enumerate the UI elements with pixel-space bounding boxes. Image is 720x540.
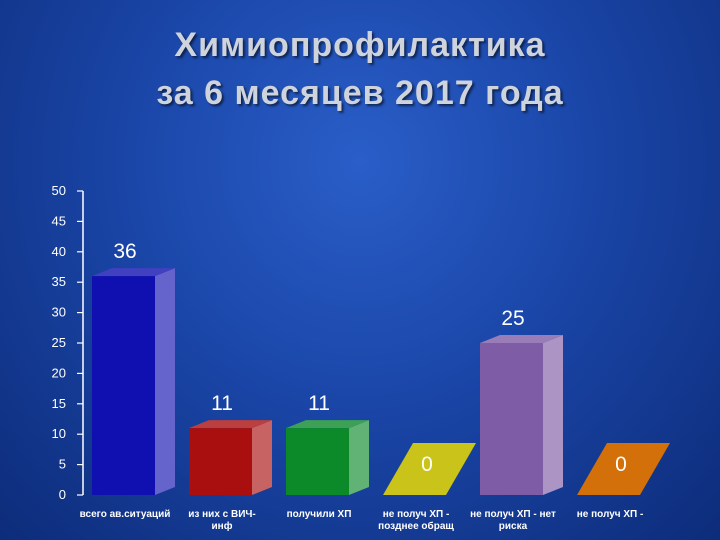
data-label: 11	[308, 392, 330, 415]
y-tick-label: 5	[59, 457, 66, 472]
bar	[92, 276, 155, 495]
data-label: 25	[501, 307, 524, 330]
y-tick-label: 20	[52, 365, 66, 380]
y-tick-label: 35	[52, 274, 66, 289]
bar-side	[252, 420, 272, 495]
x-category-label: из них с ВИЧ-	[188, 509, 256, 520]
bar	[480, 343, 543, 495]
x-category-label: получили ХП	[287, 509, 352, 520]
bar	[383, 443, 476, 495]
bar	[286, 428, 349, 495]
bar-top	[92, 268, 175, 277]
bar-side	[155, 268, 175, 495]
y-tick-label: 15	[52, 396, 66, 411]
chart-title-line-1: Химиопрофилактика	[174, 26, 546, 64]
data-label: 11	[211, 392, 233, 415]
x-category-label: инф	[212, 520, 233, 532]
x-category-label: не получ ХП - нет	[470, 509, 556, 520]
data-label: 0	[615, 453, 627, 476]
bar-side	[349, 420, 369, 495]
data-label: 36	[113, 240, 136, 263]
y-tick-label: 40	[52, 244, 66, 259]
bar-top	[286, 420, 369, 429]
y-tick-label: 25	[52, 335, 66, 350]
data-label: 0	[421, 453, 433, 476]
y-tick-label: 50	[52, 183, 66, 198]
y-tick-label: 10	[52, 426, 66, 441]
bar-top	[480, 335, 563, 343]
x-category-label: риска	[499, 521, 528, 532]
x-category-label: не получ ХП -	[577, 509, 644, 520]
bar	[577, 443, 670, 495]
y-tick-label: 45	[52, 213, 66, 228]
y-tick-label: 30	[52, 305, 66, 320]
bar-top	[189, 420, 272, 429]
bar-side	[543, 335, 563, 495]
x-category-label: не получ ХП -	[383, 509, 450, 520]
x-category-label: позднее обращ	[378, 520, 454, 532]
y-tick-label: 0	[59, 487, 66, 502]
bar	[189, 428, 252, 495]
x-category-label: всего ав.ситуаций	[80, 509, 171, 520]
chart-title-line-2: за 6 месяцев 2017 года	[156, 74, 564, 112]
